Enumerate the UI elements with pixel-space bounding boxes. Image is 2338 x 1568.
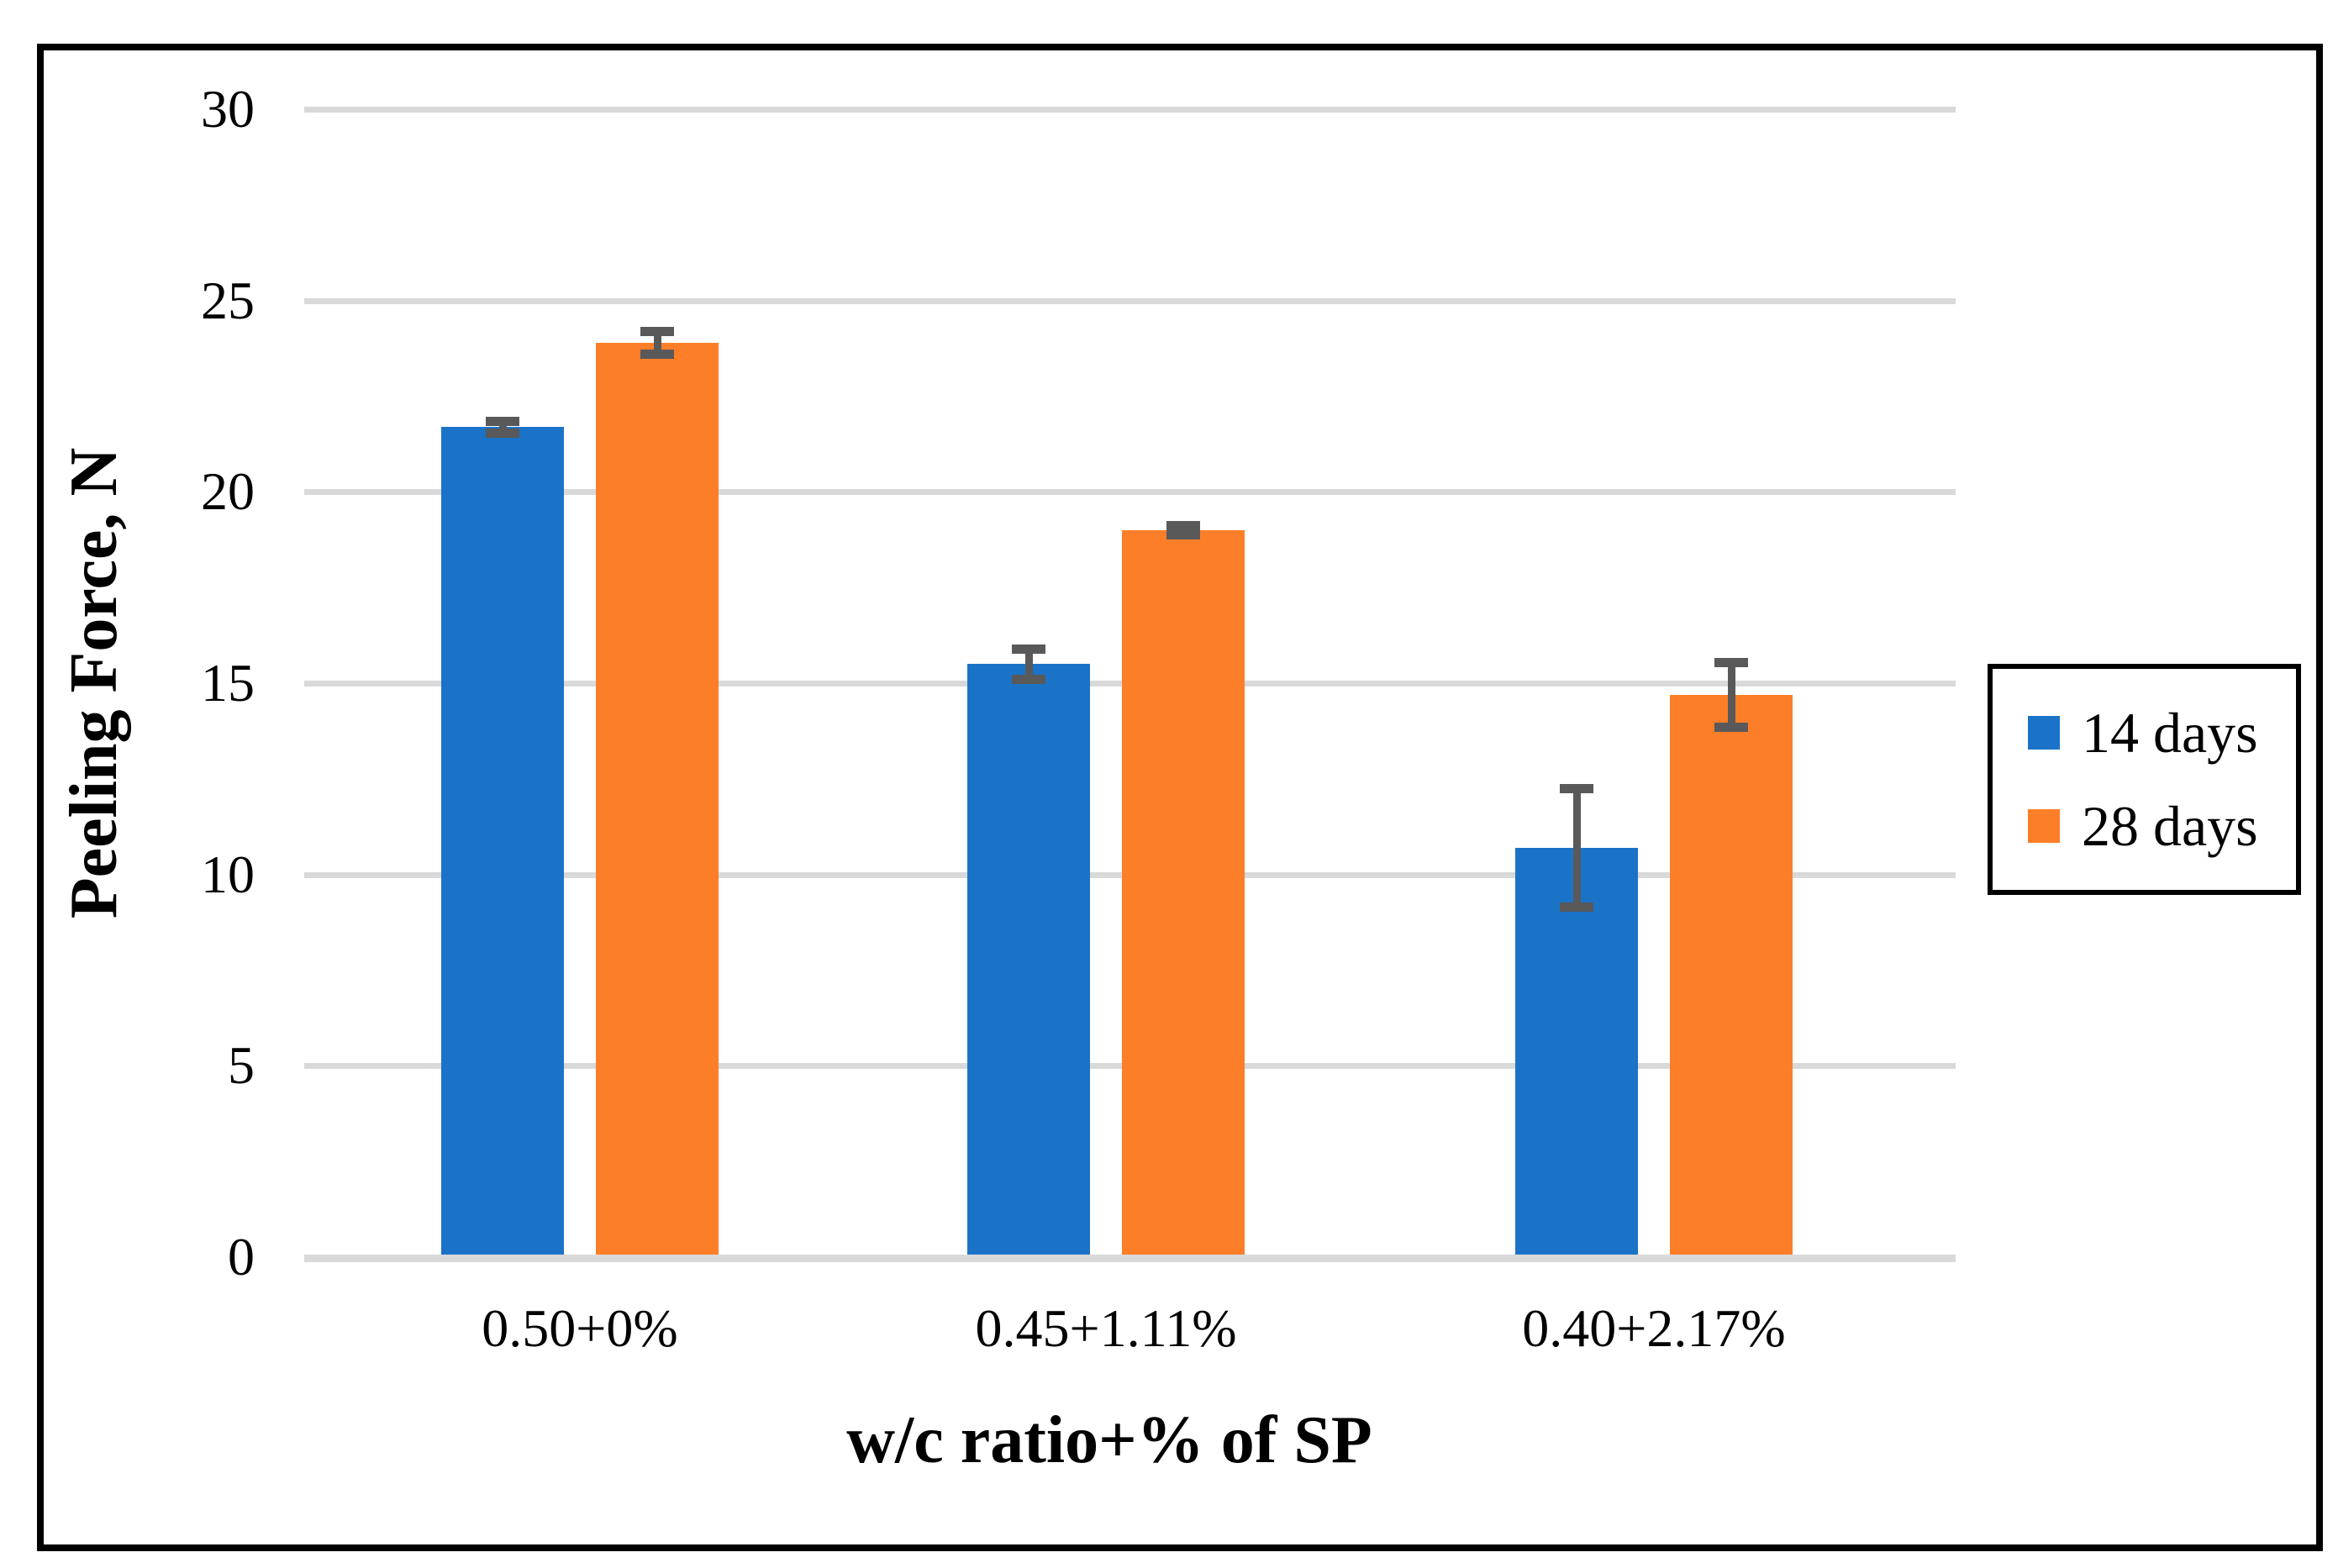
- bar-14-days-0.40+2.17%: [1515, 847, 1638, 1257]
- error-cap-bottom-28-days-0.45+1.11%: [1166, 530, 1200, 540]
- gridline-20: [304, 489, 1956, 496]
- legend-item-28-days: 28 days: [2028, 797, 2296, 855]
- chart-outer-frame: [37, 44, 2323, 1551]
- y-tick-label-5: 5: [228, 1035, 255, 1096]
- error-cap-bottom-28-days-0.50+0%: [640, 350, 674, 360]
- legend-label-28-days: 28 days: [2082, 794, 2258, 858]
- error-bar-14-days-0.40+2.17%: [1572, 788, 1581, 908]
- legend-swatch-14-days: [2028, 716, 2060, 750]
- legend-label-14-days: 14 days: [2082, 701, 2258, 765]
- legend-item-14-days: 14 days: [2028, 703, 2296, 762]
- error-cap-bottom-14-days-0.50+0%: [486, 428, 519, 438]
- bar-14-days-0.45+1.11%: [967, 664, 1090, 1257]
- bar-28-days-0.40+2.17%: [1670, 694, 1793, 1257]
- error-bar-28-days-0.50+0%: [653, 331, 661, 355]
- legend: 14 days 28 days: [1988, 664, 2301, 895]
- y-axis-title: Peeling Force, N: [57, 447, 131, 919]
- error-cap-top-28-days-0.50+0%: [640, 327, 674, 337]
- y-tick-label-25: 25: [201, 270, 255, 330]
- legend-swatch-28-days: [2028, 809, 2060, 843]
- y-tick-label-15: 15: [201, 653, 255, 713]
- error-cap-top-14-days-0.45+1.11%: [1012, 645, 1045, 655]
- error-bar-14-days-0.50+0%: [498, 421, 507, 433]
- error-cap-top-14-days-0.40+2.17%: [1560, 784, 1593, 794]
- error-cap-top-14-days-0.50+0%: [486, 417, 519, 427]
- error-cap-top-28-days-0.45+1.11%: [1166, 521, 1200, 531]
- error-bar-28-days-0.40+2.17%: [1727, 662, 1735, 728]
- error-bar-14-days-0.45+1.11%: [1024, 649, 1033, 680]
- error-cap-bottom-28-days-0.40+2.17%: [1714, 723, 1748, 733]
- error-cap-bottom-14-days-0.40+2.17%: [1560, 902, 1593, 913]
- error-cap-top-28-days-0.40+2.17%: [1714, 658, 1748, 667]
- x-category-label-0.45+1.11%: 0.45+1.11%: [975, 1298, 1237, 1358]
- y-tick-label-20: 20: [201, 461, 255, 522]
- bar-14-days-0.50+0%: [441, 426, 564, 1257]
- gridline-30: [304, 107, 1956, 113]
- bar-28-days-0.50+0%: [596, 342, 719, 1257]
- x-axis-baseline: [304, 1255, 1956, 1262]
- x-category-label-0.40+2.17%: 0.40+2.17%: [1522, 1298, 1786, 1358]
- error-cap-bottom-14-days-0.45+1.11%: [1012, 675, 1045, 685]
- bar-28-days-0.45+1.11%: [1122, 529, 1245, 1257]
- gridline-25: [304, 297, 1956, 304]
- y-tick-label-10: 10: [201, 844, 255, 904]
- y-tick-label-30: 30: [201, 79, 255, 139]
- x-category-label-0.50+0%: 0.50+0%: [482, 1298, 678, 1358]
- y-tick-label-0: 0: [228, 1227, 255, 1286]
- x-axis-title: w/c ratio+% of SP: [846, 1403, 1372, 1477]
